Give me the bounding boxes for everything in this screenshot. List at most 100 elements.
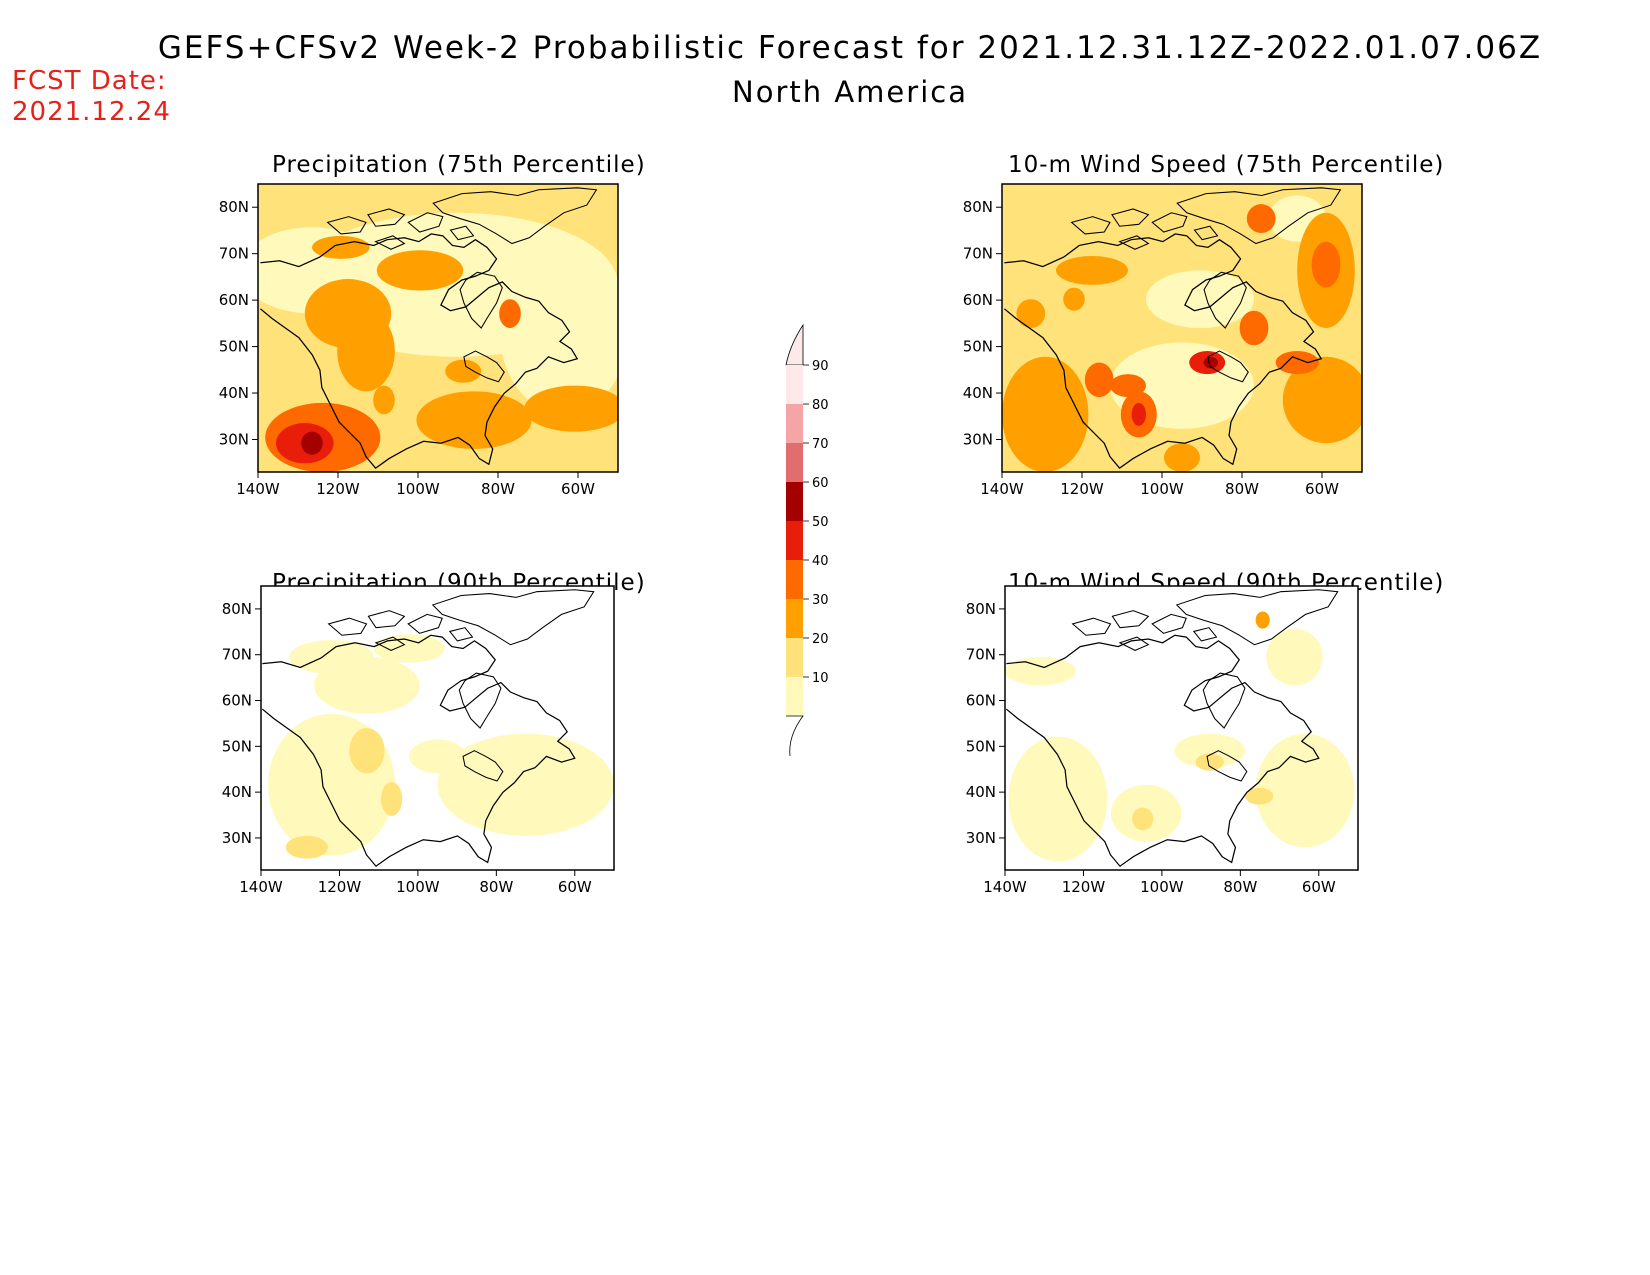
probability-contour (1174, 733, 1246, 768)
panel-title-precip75: Precipitation (75th Percentile) (272, 152, 646, 178)
colorbar-label: 10 (812, 671, 829, 686)
probability-contour (437, 733, 614, 836)
probability-contour (1164, 443, 1200, 472)
colorbar-segment (786, 482, 803, 521)
lon-tick-label: 60W (1302, 878, 1336, 896)
probability-contour (1255, 611, 1270, 629)
lat-tick-label: 80N (222, 600, 252, 618)
colorbar: 90 80 70 60 50 40 30 20 10 (785, 323, 829, 757)
probability-contour (416, 391, 532, 449)
lon-tick-label: 80W (479, 878, 513, 896)
probability-contour (1239, 310, 1269, 346)
colorbar-segment (786, 404, 803, 443)
colorbar-label: 70 (812, 437, 829, 452)
lon-tick-label: 80W (1223, 878, 1257, 896)
map-frame (257, 183, 619, 473)
lon-tick-label: 140W (239, 878, 283, 896)
colorbar-label: 80 (812, 398, 829, 413)
probability-contour (373, 634, 445, 663)
map-panel-precip90: 140W 120W 100W 80W 60W 80N 70N 60N 50N 40N 30N (222, 585, 615, 896)
lon-tick-label: 140W (983, 878, 1027, 896)
probability-contour (1275, 351, 1319, 375)
probability-contour (285, 835, 329, 859)
lon-tick-label: 120W (1060, 480, 1104, 498)
colorbar-label: 90 (812, 359, 829, 374)
colorbar-label: 40 (812, 554, 829, 569)
map-frame (1004, 585, 1359, 871)
fcst-date-value: 2021.12.24 (12, 97, 171, 127)
subtitle: North America (732, 75, 968, 109)
lat-tick-label: 30N (963, 430, 993, 448)
lon-tick-label: 120W (316, 480, 360, 498)
lon-tick-label: 140W (236, 480, 280, 498)
lat-tick-label: 30N (219, 430, 249, 448)
colorbar-segment (786, 638, 803, 677)
lon-tick-label: 100W (1140, 878, 1184, 896)
colorbar-segment (786, 443, 803, 482)
lat-tick-label: 30N (222, 829, 252, 847)
lat-tick-label: 80N (966, 600, 996, 618)
probability-contour (312, 235, 370, 259)
probability-contour (1132, 807, 1154, 831)
probability-contour (1282, 356, 1362, 444)
lon-tick-label: 60W (1305, 480, 1339, 498)
map-frame (260, 585, 615, 871)
lon-tick-label: 60W (558, 878, 592, 896)
map-frame (1001, 183, 1363, 473)
probability-contour (373, 385, 395, 415)
probability-contour (409, 739, 466, 774)
probability-contour (1255, 733, 1355, 848)
lat-tick-label: 60N (219, 291, 249, 309)
lon-tick-label: 100W (1140, 480, 1184, 498)
probability-contour (1246, 204, 1276, 233)
probability-contour (1008, 736, 1108, 862)
probability-contour (1195, 753, 1224, 771)
probability-contour (1266, 628, 1323, 686)
probability-contour (337, 310, 395, 392)
probability-contour (349, 728, 385, 774)
fcst-date-label: FCST Date: (12, 66, 167, 96)
map-panel-wind75: 140W 120W 100W 80W 60W 80N 70N 60N 50N 40N 30N (963, 183, 1363, 498)
colorbar-label: 30 (812, 593, 829, 608)
probability-contour (1131, 402, 1147, 426)
lon-tick-label: 80W (1225, 480, 1259, 498)
lon-tick-label: 100W (396, 480, 440, 498)
lat-tick-label: 50N (963, 338, 993, 356)
colorbar-cap-bottom (786, 715, 804, 757)
probability-contour (301, 431, 323, 455)
lon-tick-label: 60W (561, 480, 595, 498)
probability-contour (1016, 299, 1046, 328)
probability-contour (1056, 256, 1128, 285)
panel-title-wind75: 10-m Wind Speed (75th Percentile) (1008, 152, 1445, 178)
colorbar-label: 20 (812, 632, 829, 647)
probability-contour (445, 359, 482, 383)
probability-contour (1005, 657, 1076, 686)
probability-contour (1146, 270, 1254, 329)
probability-contour (1002, 356, 1089, 472)
map-panel-wind90: 140W 120W 100W 80W 60W 80N 70N 60N 50N 40N 30N (966, 585, 1359, 896)
lon-tick-label: 100W (396, 878, 440, 896)
lat-tick-label: 60N (966, 692, 996, 710)
probability-contour (1110, 374, 1146, 398)
probability-contour (499, 299, 521, 328)
probability-contour (1203, 356, 1219, 369)
lon-tick-label: 80W (481, 480, 515, 498)
lat-tick-label: 40N (963, 384, 993, 402)
probability-contour (524, 385, 618, 432)
lat-tick-label: 60N (963, 291, 993, 309)
probability-contour (1245, 787, 1274, 805)
colorbar-segment (786, 521, 803, 560)
lat-tick-label: 70N (222, 646, 252, 664)
probability-contour (381, 781, 403, 817)
lat-tick-label: 70N (963, 245, 993, 263)
lon-tick-label: 120W (318, 878, 362, 896)
lat-tick-label: 40N (219, 384, 249, 402)
colorbar-segment (786, 677, 803, 716)
lat-tick-label: 50N (219, 338, 249, 356)
colorbar-segment (786, 365, 803, 404)
lon-tick-label: 140W (980, 480, 1024, 498)
map-panel-precip75: 140W 120W 100W 80W 60W 80N 70N 60N 50N 40N 30N (219, 183, 619, 498)
colorbar-label: 50 (812, 515, 829, 530)
lat-tick-label: 40N (966, 783, 996, 801)
colorbar-label: 60 (812, 476, 829, 491)
